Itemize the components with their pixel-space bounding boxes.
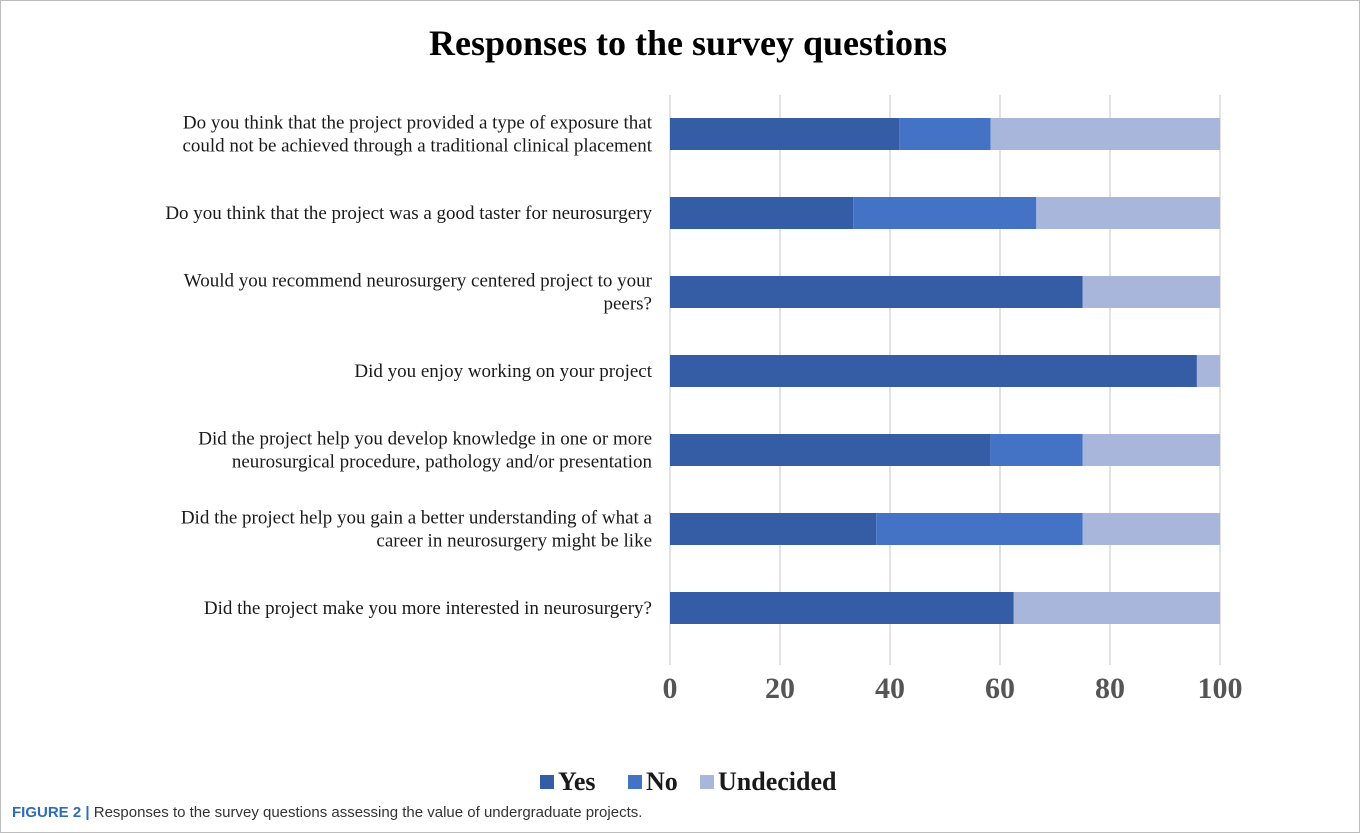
chart-title: Responses to the survey questions (429, 23, 947, 63)
figure-caption: FIGURE 2 | Responses to the survey quest… (12, 804, 1342, 821)
category-label: Did the project help you gain a better u… (181, 508, 653, 529)
x-tick-label: 100 (1198, 672, 1243, 705)
bar-yes (670, 592, 1014, 624)
legend-swatch-yes (540, 775, 554, 789)
x-tick-label: 20 (765, 672, 795, 705)
category-label: neurosurgical procedure, pathology and/o… (232, 452, 653, 473)
x-tick-label: 0 (663, 672, 678, 705)
bar-undecided (1082, 513, 1220, 545)
bar-yes (670, 355, 1197, 387)
caption-text: Responses to the survey questions assess… (93, 804, 643, 821)
chart: Responses to the survey questions Do you… (165, 23, 1243, 796)
category-label: Would you recommend neurosurgery centere… (184, 271, 653, 292)
category-label: could not be achieved through a traditio… (182, 136, 652, 157)
bar-undecided (1196, 355, 1220, 387)
bar-undecided (1082, 434, 1220, 466)
category-label: Do you think that the project provided a… (183, 113, 653, 134)
bar-undecided (1036, 197, 1220, 229)
bar-no (990, 434, 1083, 466)
legend-label-undecided: Undecided (718, 767, 837, 796)
bar-undecided (1082, 276, 1220, 308)
bar-yes (670, 513, 877, 545)
bar-yes (670, 197, 854, 229)
legend-label-no: No (646, 767, 678, 796)
x-tick-label: 40 (875, 672, 905, 705)
category-label: peers? (603, 294, 652, 315)
bar-undecided (1013, 592, 1220, 624)
bars (670, 118, 1220, 624)
bar-undecided (990, 118, 1220, 150)
category-label: Did you enjoy working on your project (354, 361, 652, 382)
category-labels: Do you think that the project provided a… (165, 113, 652, 620)
legend: Yes No Undecided (540, 767, 837, 796)
x-tick-labels: 0 20 40 60 80 100 (663, 672, 1243, 705)
bar-no (876, 513, 1083, 545)
category-label: Did the project make you more interested… (204, 598, 652, 619)
caption-separator: | (81, 804, 94, 821)
x-tick-label: 60 (985, 672, 1015, 705)
figure-number: FIGURE 2 (12, 804, 82, 821)
bar-yes (670, 276, 1083, 308)
bar-no (899, 118, 991, 150)
bar-no (853, 197, 1037, 229)
legend-swatch-undecided (700, 775, 714, 789)
bar-yes (670, 118, 900, 150)
category-label: Did the project help you develop knowled… (198, 429, 652, 450)
legend-swatch-no (628, 775, 642, 789)
x-tick-label: 80 (1095, 672, 1125, 705)
category-label: career in neurosurgery might be like (376, 531, 652, 552)
category-label: Do you think that the project was a good… (165, 203, 652, 224)
bar-yes (670, 434, 991, 466)
legend-label-yes: Yes (558, 767, 596, 796)
